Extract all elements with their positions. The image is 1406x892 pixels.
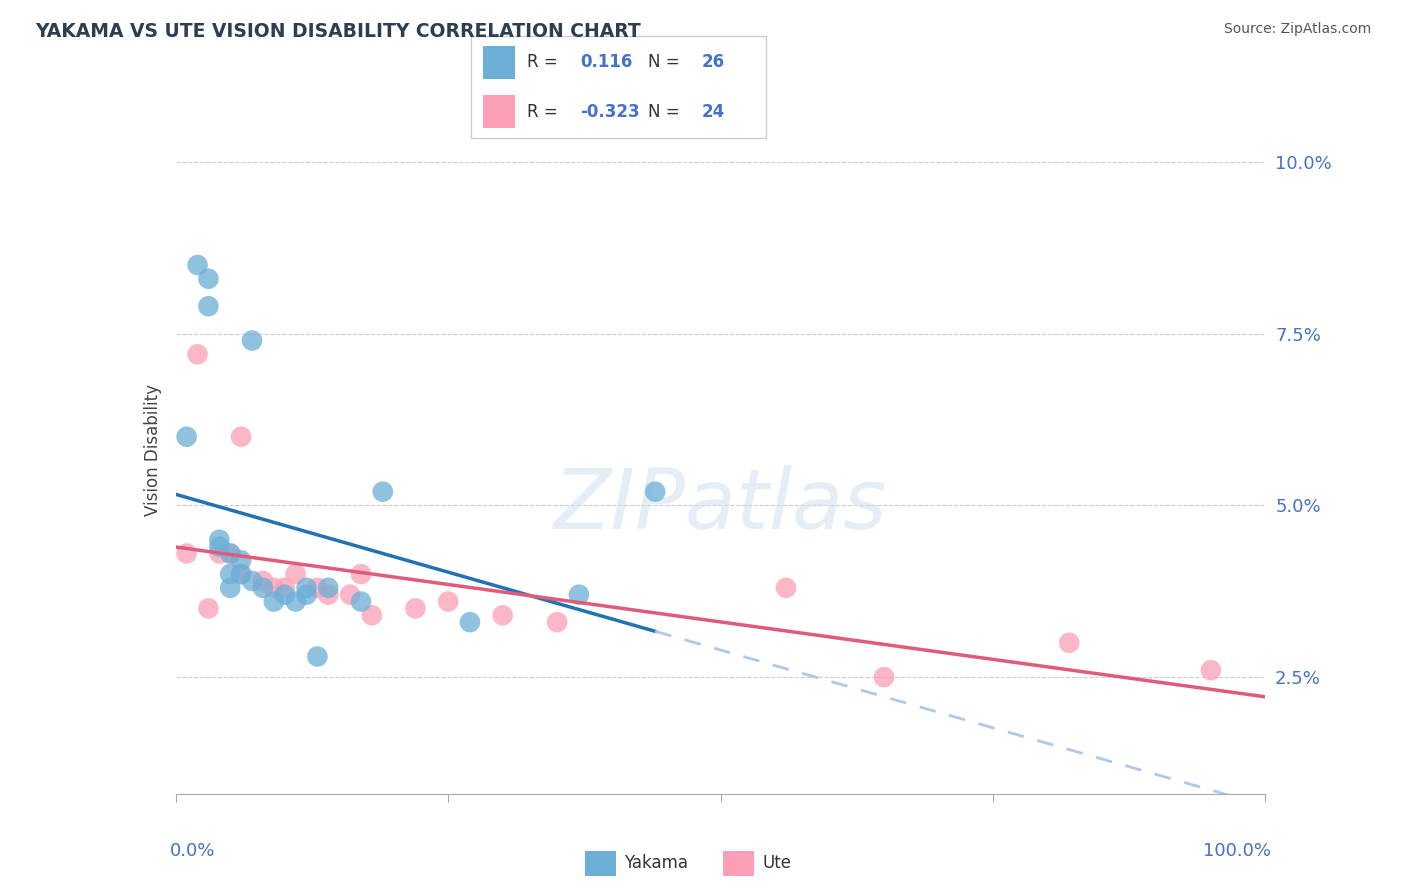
Text: ZIPatlas: ZIPatlas [554,465,887,546]
Point [219,581,242,595]
Point [219,567,242,582]
Bar [585,851,616,876]
Point [231,567,253,582]
Y-axis label: Vision Disability: Vision Disability [143,384,162,516]
Point [274,588,297,602]
Point [371,484,394,499]
Point [197,299,219,313]
Point [208,533,231,547]
Point [1199,663,1222,677]
Point [307,581,329,595]
Text: Source: ZipAtlas.com: Source: ZipAtlas.com [1223,22,1371,37]
Bar [723,851,754,876]
Bar [482,45,516,78]
Point [437,594,460,608]
Point [252,581,274,595]
Point [775,581,797,595]
Text: -0.323: -0.323 [581,103,640,120]
Point [176,546,198,561]
Point [231,567,253,582]
Point [568,588,591,602]
Point [350,567,373,582]
Point [274,581,297,595]
Text: N =: N = [648,54,685,71]
Point [339,588,361,602]
Point [318,588,340,602]
Point [318,581,340,595]
Point [350,594,373,608]
Point [197,601,219,615]
Point [873,670,896,684]
Bar [482,95,516,128]
Point [644,484,666,499]
Point [219,546,242,561]
Point [263,581,285,595]
Point [1057,636,1080,650]
Point [307,649,329,664]
Point [231,553,253,567]
Point [284,594,307,608]
Text: Yakama: Yakama [624,855,689,872]
Point [176,430,198,444]
Text: 0.116: 0.116 [581,54,633,71]
Point [360,608,382,623]
Point [186,258,209,272]
Point [208,540,231,554]
Point [492,608,515,623]
Point [284,567,307,582]
Text: N =: N = [648,103,685,120]
Text: Ute: Ute [762,855,792,872]
Point [263,594,285,608]
Point [186,347,209,361]
Point [208,546,231,561]
Point [197,271,219,285]
Point [295,581,318,595]
FancyBboxPatch shape [471,36,766,138]
Point [231,430,253,444]
Point [405,601,427,615]
Point [546,615,568,630]
Point [252,574,274,588]
Text: 24: 24 [702,103,724,120]
Text: 0.0%: 0.0% [170,842,215,860]
Text: 100.0%: 100.0% [1204,842,1271,860]
Text: 26: 26 [702,54,724,71]
Point [240,574,263,588]
Point [295,588,318,602]
Point [458,615,481,630]
Point [240,334,263,348]
Point [219,546,242,561]
Text: R =: R = [527,103,564,120]
Text: YAKAMA VS UTE VISION DISABILITY CORRELATION CHART: YAKAMA VS UTE VISION DISABILITY CORRELAT… [35,22,641,41]
Text: R =: R = [527,54,564,71]
